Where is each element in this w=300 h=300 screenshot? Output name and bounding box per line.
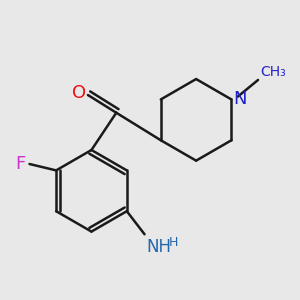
Text: H: H	[168, 236, 178, 249]
Text: N: N	[233, 90, 247, 108]
Text: CH₃: CH₃	[260, 65, 286, 79]
Text: O: O	[72, 84, 86, 102]
Text: NH: NH	[146, 238, 171, 256]
Text: F: F	[16, 155, 26, 173]
